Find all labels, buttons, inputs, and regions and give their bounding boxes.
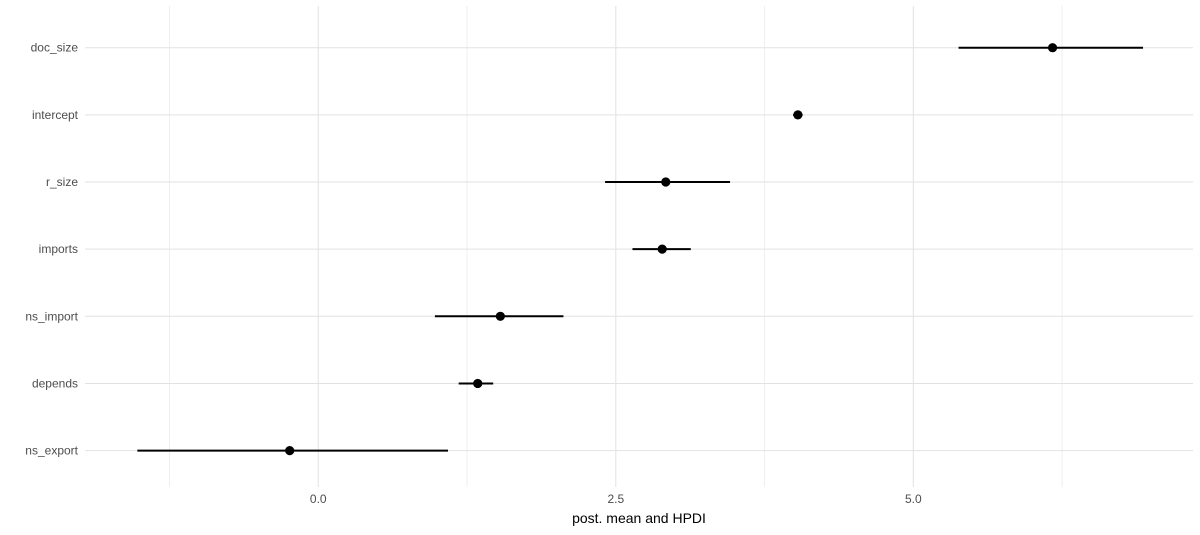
grid-layer (85, 6, 1193, 487)
point-estimate-marker (473, 378, 483, 389)
point-estimate-marker (495, 311, 505, 321)
point-estimate-marker (793, 110, 803, 120)
y-axis-label: ns_export (25, 444, 78, 458)
y-axis-label: imports (39, 242, 78, 256)
point-estimate-marker (285, 446, 295, 456)
x-axis-tick-labels: 0.0 2.5 5.0 (310, 492, 922, 506)
x-axis-tick-label: 0.0 (310, 492, 327, 506)
y-axis-label: ns_import (25, 309, 78, 323)
point-estimate-marker (657, 244, 667, 254)
x-axis-tick-label: 5.0 (905, 492, 922, 506)
x-axis-title: post. mean and HPDI (572, 510, 706, 526)
y-axis-label: depends (32, 376, 78, 390)
y-axis-label: r_size (46, 175, 78, 189)
point-estimate-marker (661, 177, 671, 187)
y-axis-label: intercept (32, 108, 79, 122)
point-estimate-marker (1047, 43, 1058, 53)
pointrange-layer (137, 43, 1144, 456)
x-axis-tick-label: 2.5 (607, 492, 624, 506)
y-axis-label: doc_size (31, 41, 79, 55)
